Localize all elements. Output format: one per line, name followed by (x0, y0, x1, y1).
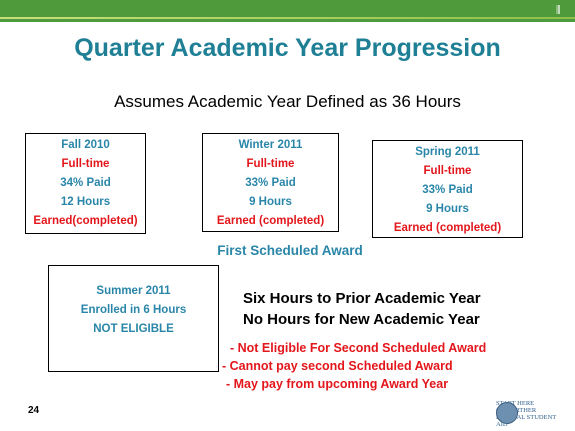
term-name: Winter 2011 (238, 139, 303, 151)
bullet: - May pay from upcoming Award Year (226, 377, 449, 391)
note: No Hours for New Academic Year (243, 311, 480, 328)
summer-box: Summer 2011 Enrolled in 6 Hours NOT ELIG… (48, 265, 219, 372)
term-name: Spring 2011 (415, 146, 480, 158)
term-box: Spring 2011 Full-time 33% Paid 9 Hours E… (372, 140, 523, 238)
title: Quarter Academic Year Progression (74, 34, 501, 62)
term-box: Winter 2011 Full-time 33% Paid 9 Hours E… (202, 133, 339, 232)
nav-icon: ⫼ (556, 5, 561, 16)
top-bar (0, 0, 575, 22)
logo-line: START HERE (496, 400, 535, 407)
term-status: Full-time (423, 165, 472, 177)
logo-seal (496, 402, 518, 424)
note: Six Hours to Prior Academic Year (243, 290, 481, 307)
term-earned: Earned (completed) (216, 215, 325, 227)
term-earned: Earned (completed) (393, 222, 502, 234)
term-name: Fall 2010 (61, 139, 110, 151)
subtitle: Assumes Academic Year Defined as 36 Hour… (114, 92, 461, 111)
term-paid: 33% Paid (245, 177, 296, 189)
logo: START HERE GO FURTHER FEDERAL STUDENT AI… (470, 400, 560, 428)
term-hours: 12 Hours (60, 196, 111, 208)
bullet: - Cannot pay second Scheduled Award (222, 359, 453, 373)
term-earned: Earned(completed) (33, 215, 138, 227)
term-status: Full-time (246, 158, 295, 170)
logo-line: FEDERAL STUDENT AID (496, 414, 557, 428)
term-hours: 9 Hours (426, 203, 469, 215)
term-box: Fall 2010 Full-time 34% Paid 12 Hours Ea… (25, 133, 146, 234)
summer-eligibility: NOT ELIGIBLE (93, 323, 174, 335)
summer-term: Summer 2011 (96, 285, 171, 297)
top-stripe (0, 17, 575, 19)
page-number: 24 (28, 405, 40, 416)
term-hours: 9 Hours (249, 196, 292, 208)
summer-enrolled: Enrolled in 6 Hours (80, 304, 187, 316)
award-label: First Scheduled Award (217, 243, 363, 258)
term-paid: 33% Paid (422, 184, 473, 196)
term-paid: 34% Paid (60, 177, 111, 189)
bullet: - Not Eligible For Second Scheduled Awar… (230, 341, 487, 355)
term-status: Full-time (61, 158, 110, 170)
